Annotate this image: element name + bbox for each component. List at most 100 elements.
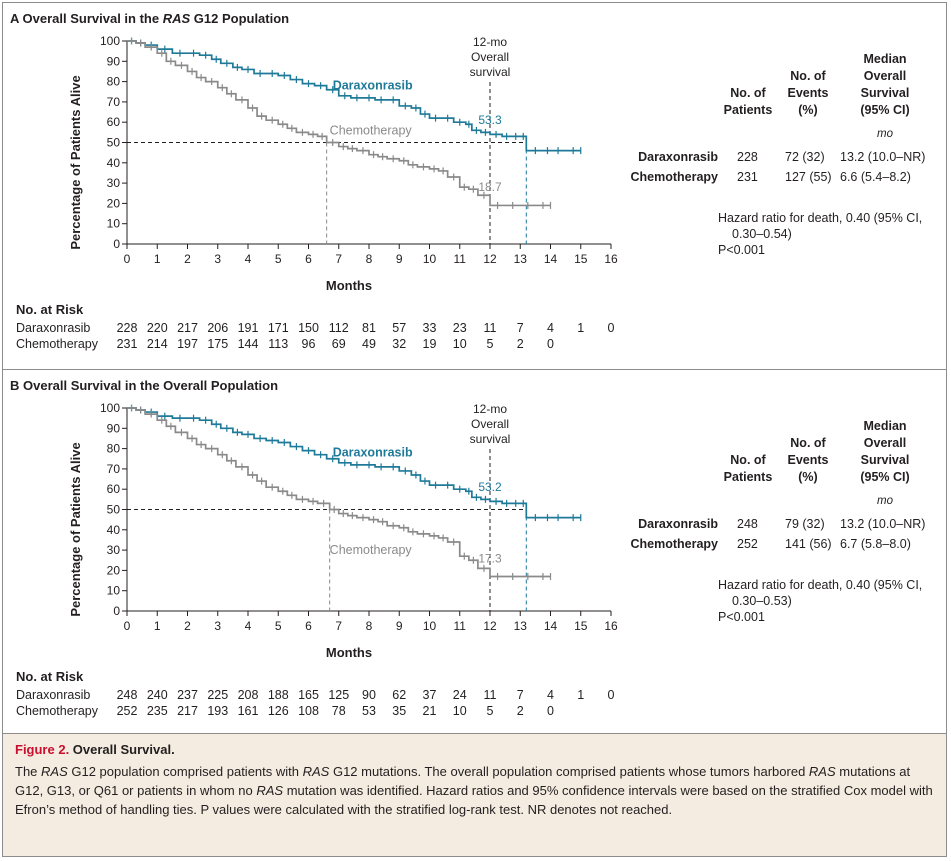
risk-count: 240 xyxy=(146,688,168,702)
hazard-ratio-line: Hazard ratio for death, 0.40 (95% CI, xyxy=(718,211,923,225)
daraxonrasib-curve xyxy=(127,407,581,519)
y-tick-label: 90 xyxy=(107,54,121,68)
col-header-median: Median Overall Survival (95% CI) xyxy=(860,52,910,117)
risk-count: 2 xyxy=(516,704,524,718)
table-patients: 231 xyxy=(737,170,758,184)
hazard-ratio-line: 0.30–0.53) xyxy=(732,594,792,608)
figure-caption: Figure 2. Overall Survival. The RAS G12 … xyxy=(3,734,946,856)
risk-count: 126 xyxy=(267,704,289,718)
risk-count: 193 xyxy=(207,704,229,718)
y-tick-label: 80 xyxy=(107,442,121,456)
x-tick-label: 7 xyxy=(335,252,342,266)
risk-count: 231 xyxy=(116,337,138,351)
risk-count: 235 xyxy=(146,704,168,718)
daraxonrasib-12mo-value: 53.2 xyxy=(478,480,502,494)
risk-count: 208 xyxy=(237,688,259,702)
x-axis-label: Months xyxy=(326,645,372,660)
hazard-ratio-line: Hazard ratio for death, 0.40 (95% CI, xyxy=(718,578,923,592)
x-tick-label: 11 xyxy=(454,619,467,633)
risk-count: 5 xyxy=(486,704,494,718)
risk-count: 2 xyxy=(516,337,524,351)
risk-count: 57 xyxy=(392,321,407,335)
panel-b-letter: B xyxy=(10,378,23,393)
risk-count: 10 xyxy=(452,704,467,718)
risk-count: 81 xyxy=(362,321,376,335)
table-events: 141 (56) xyxy=(785,537,832,551)
table-row-label: Daraxonrasib xyxy=(638,517,718,531)
risk-count: 217 xyxy=(177,704,198,718)
caption-divider xyxy=(2,733,947,734)
risk-count: 4 xyxy=(547,321,554,335)
risk-count: 62 xyxy=(392,688,407,702)
x-tick-label: 16 xyxy=(604,619,618,633)
risk-count: 96 xyxy=(301,337,316,351)
table-row-label: Daraxonrasib xyxy=(638,150,718,164)
risk-count: 53 xyxy=(362,704,376,718)
landmark-label: 12-mo xyxy=(473,35,507,49)
table-median: 6.6 (5.4–8.2) xyxy=(840,170,911,184)
risk-count: 165 xyxy=(298,688,319,702)
x-tick-label: 15 xyxy=(574,619,588,633)
x-tick-label: 12 xyxy=(483,619,497,633)
x-tick-label: 3 xyxy=(214,252,221,266)
x-tick-label: 15 xyxy=(574,252,588,266)
x-tick-label: 0 xyxy=(124,252,131,266)
x-tick-label: 5 xyxy=(275,619,282,633)
risk-count: 220 xyxy=(146,321,168,335)
daraxonrasib-12mo-value: 53.3 xyxy=(478,113,502,127)
risk-count: 161 xyxy=(237,704,259,718)
risk-row-label: Chemotherapy xyxy=(16,337,98,351)
x-tick-label: 10 xyxy=(423,619,437,633)
risk-count: 248 xyxy=(116,688,138,702)
chemotherapy-12mo-value: 18.7 xyxy=(478,180,502,194)
x-tick-label: 1 xyxy=(154,619,161,633)
chemotherapy-curve xyxy=(127,407,551,578)
y-tick-label: 60 xyxy=(107,482,121,496)
landmark-label: 12-mo xyxy=(473,402,507,416)
y-tick-label: 20 xyxy=(107,563,121,577)
table-median: 13.2 (10.0–NR) xyxy=(840,150,926,164)
y-tick-label: 40 xyxy=(107,156,121,170)
y-tick-label: 0 xyxy=(113,237,120,251)
table-events: 79 (32) xyxy=(785,517,825,531)
risk-count: 35 xyxy=(392,704,407,718)
x-tick-label: 14 xyxy=(544,619,558,633)
y-tick-label: 70 xyxy=(107,462,121,476)
y-tick-label: 30 xyxy=(107,543,121,557)
y-axis-label: Percentage of Patients Alive xyxy=(68,75,83,249)
y-tick-label: 50 xyxy=(107,136,121,150)
risk-count: 24 xyxy=(452,688,467,702)
risk-count: 4 xyxy=(547,688,554,702)
risk-count: 1 xyxy=(577,688,585,702)
col-header-patients: No. of Patients xyxy=(723,453,773,484)
y-tick-label: 100 xyxy=(100,401,120,415)
col-header-median: Median Overall Survival (95% CI) xyxy=(860,419,910,484)
table-events: 72 (32) xyxy=(785,150,825,164)
x-tick-label: 7 xyxy=(335,619,342,633)
risk-count: 113 xyxy=(268,337,289,351)
risk-count: 171 xyxy=(267,321,289,335)
risk-count: 0 xyxy=(547,704,554,718)
x-tick-label: 5 xyxy=(275,252,282,266)
caption-figure-label: Figure 2. xyxy=(15,742,70,757)
x-tick-label: 9 xyxy=(396,252,403,266)
risk-count: 225 xyxy=(207,688,229,702)
x-tick-label: 13 xyxy=(514,619,528,633)
x-tick-label: 9 xyxy=(396,619,403,633)
risk-count: 252 xyxy=(116,704,138,718)
landmark-label: Overall xyxy=(471,50,509,64)
risk-count: 237 xyxy=(177,688,198,702)
risk-count: 175 xyxy=(207,337,229,351)
x-tick-label: 3 xyxy=(214,619,221,633)
risk-count: 214 xyxy=(146,337,168,351)
y-tick-label: 50 xyxy=(107,503,121,517)
chemotherapy-series-label: Chemotherapy xyxy=(330,123,413,137)
risk-count: 90 xyxy=(362,688,376,702)
risk-count: 206 xyxy=(207,321,229,335)
risk-count: 11 xyxy=(483,321,497,335)
panel-a-risk-title: No. at Risk xyxy=(16,302,84,317)
col-header-unit: mo xyxy=(877,495,893,507)
x-tick-label: 6 xyxy=(305,619,312,633)
chemotherapy-series-label: Chemotherapy xyxy=(330,543,413,557)
